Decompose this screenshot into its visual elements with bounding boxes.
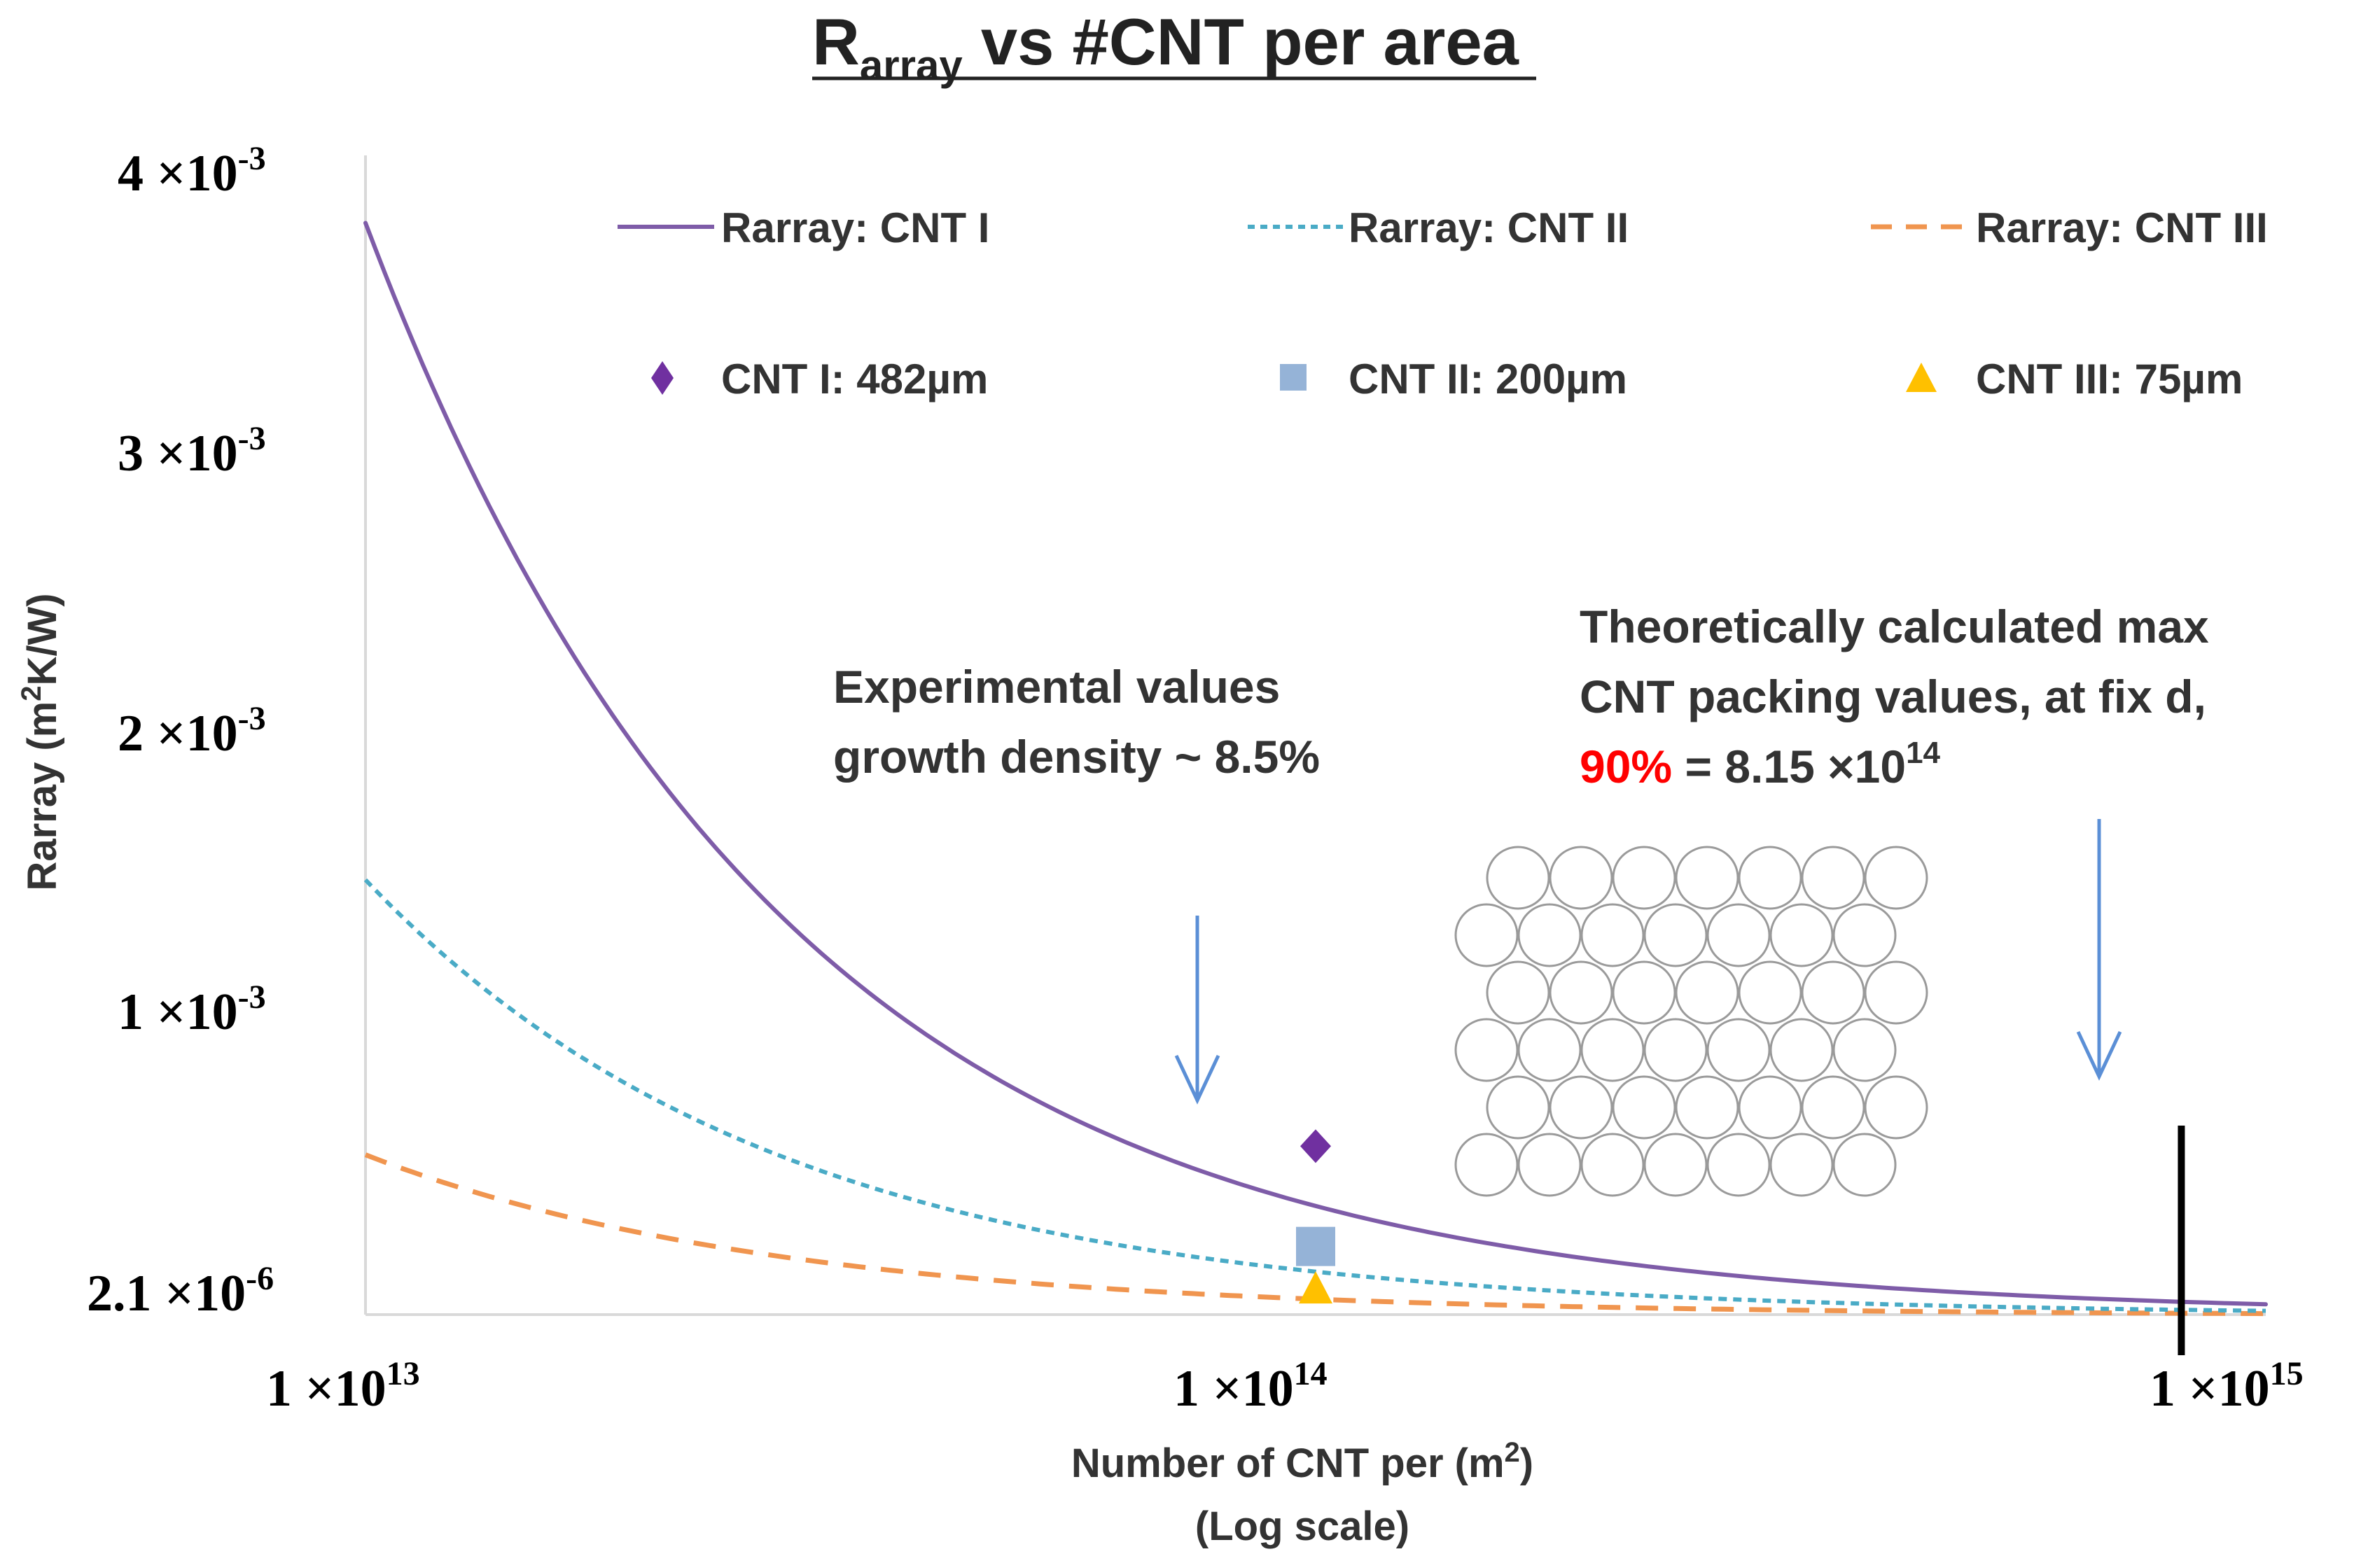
packing-circle — [1580, 1133, 1645, 1197]
packing-circle — [1675, 846, 1739, 910]
x-tick-labels: 1 ×1013 1 ×1014 1 ×1015 — [266, 1355, 2304, 1418]
legend-label-cnt-ii: Rarray: CNT II — [1349, 204, 1629, 251]
y-tick-labels: 4 ×10-3 3 ×10-3 2 ×10-3 1 ×10-3 2.1 ×10-… — [87, 140, 274, 1322]
packing-circle — [1738, 846, 1802, 910]
packing-circle — [1801, 960, 1865, 1025]
packing-circle — [1643, 903, 1708, 967]
packing-circle — [1706, 1018, 1771, 1082]
legend-item-cnt-ii: Rarray: CNT II — [1248, 204, 1629, 251]
legend-label-cnt-i: Rarray: CNT I — [721, 204, 989, 251]
packing-circle — [1486, 846, 1550, 910]
legend-square-icon — [1280, 364, 1307, 391]
packing-circle — [1738, 1075, 1802, 1140]
packing-circle — [1486, 1075, 1550, 1140]
packing-circle — [1643, 1018, 1708, 1082]
arrow-theoretical — [2076, 819, 2122, 1081]
x-tick-label-1e14: 1 ×1014 — [1173, 1355, 1328, 1418]
legend-item-point-cnt-ii: CNT II: 200µm — [1280, 356, 1627, 402]
packing-illustration — [1454, 846, 1928, 1197]
packing-circle — [1738, 960, 1802, 1025]
annotation-theoretical: Theoretically calculated max CNT packing… — [1580, 601, 2209, 792]
points-layer — [1296, 1129, 1335, 1304]
y-tick-label-4e-3: 4 ×10-3 — [118, 140, 266, 202]
packing-circle — [1832, 1018, 1897, 1082]
packing-circle — [1549, 1075, 1613, 1140]
packing-circle — [1769, 1133, 1834, 1197]
annotation-theoretical-line1: Theoretically calculated max — [1580, 601, 2209, 652]
y-tick-label-3e-3: 3 ×10-3 — [118, 420, 266, 482]
packing-circle — [1517, 903, 1582, 967]
packing-circle — [1832, 903, 1897, 967]
packing-circle — [1675, 960, 1739, 1025]
packing-circle — [1612, 846, 1676, 910]
x-tick-label-1e13: 1 ×1013 — [266, 1355, 420, 1418]
packing-circle — [1801, 1075, 1865, 1140]
packing-circle — [1769, 903, 1834, 967]
point-cnt-iii — [1299, 1271, 1332, 1304]
packing-circle — [1612, 1075, 1676, 1140]
packing-circle — [1864, 1075, 1928, 1140]
chart-title: Rarray vs #CNT per area — [812, 5, 1536, 89]
packing-circle — [1517, 1133, 1582, 1197]
legend-label-point-cnt-iii: CNT III: 75µm — [1976, 356, 2243, 402]
packing-circle — [1706, 903, 1771, 967]
x-tick-label-1e15: 1 ×1015 — [2150, 1355, 2304, 1418]
packing-circle — [1612, 960, 1676, 1025]
x-axis-label: Number of CNT per (m2) — [1071, 1437, 1533, 1486]
legend-label-point-cnt-i: CNT I: 482µm — [721, 356, 988, 402]
legend-label-point-cnt-ii: CNT II: 200µm — [1349, 356, 1627, 402]
arrow-experimental — [1174, 916, 1220, 1105]
packing-circle — [1769, 1018, 1834, 1082]
packing-circle — [1706, 1133, 1771, 1197]
annotation-theoretical-line2: CNT packing values, at fix d, — [1580, 671, 2206, 722]
packing-circle — [1549, 846, 1613, 910]
title-r: R — [812, 5, 860, 78]
series-line-cnt-i — [363, 220, 2268, 1307]
y-tick-label-1e-3: 1 ×10-3 — [118, 979, 266, 1041]
packing-circle — [1580, 903, 1645, 967]
packing-circle — [1832, 1133, 1897, 1197]
packing-circle — [1454, 1018, 1519, 1082]
packing-circle — [1675, 1075, 1739, 1140]
packing-circle — [1454, 903, 1519, 967]
y-tick-label-2e-3: 2 ×10-3 — [118, 700, 266, 762]
title-subscript: array — [860, 42, 963, 89]
legend-item-cnt-iii: Rarray: CNT III — [1871, 204, 2268, 251]
title-rest: vs #CNT per area — [963, 5, 1519, 78]
packing-circle — [1643, 1133, 1708, 1197]
packing-circle — [1486, 960, 1550, 1025]
packing-circle — [1517, 1018, 1582, 1082]
y-axis-label: Rarray (m2K/W) — [16, 593, 65, 890]
annotation-experimental-line2: growth density ~ 8.5% — [833, 731, 1320, 783]
y-tick-label-2.1e-6: 2.1 ×10-6 — [87, 1260, 274, 1322]
packing-circle — [1454, 1133, 1519, 1197]
legend-item-point-cnt-i: CNT I: 482µm — [651, 356, 988, 402]
packing-circle — [1864, 846, 1928, 910]
legend-item-cnt-i: Rarray: CNT I — [618, 204, 989, 251]
packing-circle — [1864, 960, 1928, 1025]
legend-diamond-icon — [651, 361, 674, 395]
packing-circle — [1801, 846, 1865, 910]
title-main: Rarray vs #CNT per area — [812, 5, 1519, 89]
packing-circle — [1580, 1018, 1645, 1082]
annotation-theoretical-line3: 90% = 8.15 ×1014 — [1580, 736, 1941, 792]
legend-triangle-icon — [1906, 363, 1937, 392]
legend-item-point-cnt-iii: CNT III: 75µm — [1906, 356, 2243, 402]
legend-label-cnt-iii: Rarray: CNT III — [1976, 204, 2268, 251]
packing-circle — [1549, 960, 1613, 1025]
x-axis-label-scale: (Log scale) — [1195, 1504, 1409, 1549]
legend: Rarray: CNT I Rarray: CNT II Rarray: CNT… — [618, 204, 2268, 402]
annotation-experimental: Experimental values growth density ~ 8.5… — [833, 661, 1320, 783]
annotation-experimental-line1: Experimental values — [833, 661, 1280, 713]
point-cnt-i — [1300, 1129, 1331, 1163]
point-cnt-ii — [1296, 1226, 1335, 1266]
